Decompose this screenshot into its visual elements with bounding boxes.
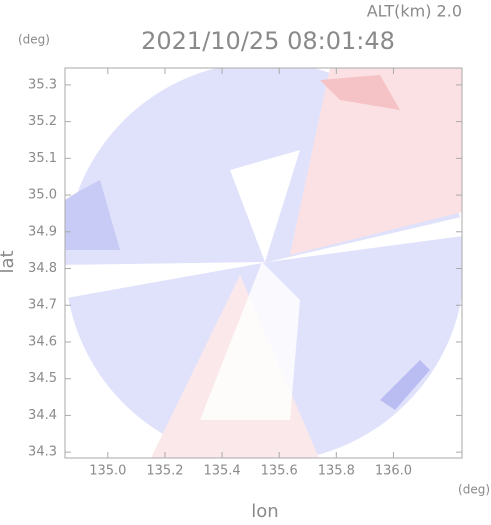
y-tick-label: 34.6 [28,334,57,349]
y-tick-label: 34.4 [28,408,57,423]
y-tick-label: 34.7 [28,298,57,313]
x-axis-label: lon [251,501,278,521]
no-data-wedge [200,262,300,420]
x-unit: (deg) [458,483,490,497]
y-tick-label: 34.3 [28,445,57,460]
no-data-wedge [65,262,268,299]
altitude-label: ALT(km) 2.0 [367,2,462,21]
radar-field [65,68,462,458]
y-tick-label: 35.3 [28,77,57,92]
plot-frame [64,67,463,459]
y-tick-label: 34.8 [28,261,57,276]
positive-region [290,68,462,255]
chart-title: 2021/10/25 08:01:48 [141,27,395,55]
x-tick-label: 135.2 [146,464,183,479]
y-tick-label: 35.1 [28,151,57,166]
negative-region [380,360,430,410]
no-data-wedge [230,150,300,262]
y-tick-label: 34.5 [28,371,57,386]
x-tick-label: 135.4 [203,464,240,479]
y-tick-label: 35.2 [28,114,57,129]
y-unit: (deg) [18,33,50,47]
no-data-wedge [268,216,462,262]
x-tick-label: 135.0 [89,464,126,479]
y-tick-label: 35.0 [28,188,57,203]
y-axis-label: lat [0,250,18,273]
x-tick-label: 135.6 [261,464,298,479]
positive-region [320,75,400,110]
y-tick-label: 34.9 [28,224,57,239]
negative-region [65,180,120,250]
x-tick-label: 136.0 [375,464,412,479]
x-tick-label: 135.8 [318,464,355,479]
